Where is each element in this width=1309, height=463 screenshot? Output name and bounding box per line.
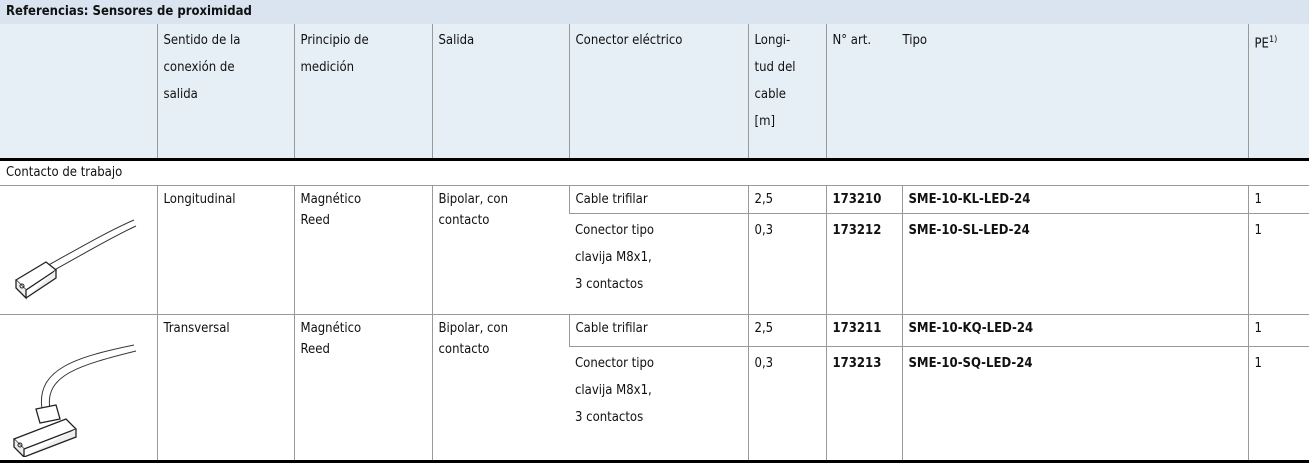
footnote-mark: 1) xyxy=(1268,35,1278,45)
cell: 2,5 xyxy=(747,314,826,347)
header-cell: Sentido de la conexión de salida xyxy=(156,24,294,161)
header-cell: PE1) xyxy=(1247,24,1309,161)
row: Transversal Magnético Reed Bipolar, con … xyxy=(0,314,1309,463)
cell: SME-10-SL-LED-24 xyxy=(901,213,1248,315)
cell: Magnético Reed xyxy=(293,314,432,463)
cell: SME-10-KQ-LED-24 xyxy=(901,314,1248,347)
image-cell xyxy=(0,314,157,463)
section-label: Contacto de trabajo xyxy=(0,159,1309,186)
sensor-image xyxy=(14,219,137,300)
table-title: Referencias: Sensores de proximidad xyxy=(0,0,1309,24)
sensor-image xyxy=(12,344,137,457)
header-cell: Longi- tud del cable [m] xyxy=(747,24,826,161)
cell: Cable trifilar xyxy=(568,314,748,347)
section-row: Contacto de trabajo xyxy=(0,159,1309,186)
cell: Conector tipo clavija M8x1, 3 contactos xyxy=(569,213,748,315)
cell: Transversal xyxy=(156,314,294,463)
cell: Cable trifilar xyxy=(568,185,748,214)
header-text: Tipo xyxy=(902,33,928,48)
header-cell xyxy=(0,24,157,161)
cell: Longitudinal xyxy=(156,185,294,315)
title-row: Referencias: Sensores de proximidad xyxy=(0,0,1309,24)
header-row: Sentido de la conexión de salida Princip… xyxy=(0,24,1309,161)
row: Conector tipo clavija M8x1, 3 contactos … xyxy=(0,346,1309,463)
image-cell xyxy=(0,185,157,315)
cell: SME-10-KL-LED-24 xyxy=(901,185,1248,214)
cell: Magnético Reed xyxy=(293,185,432,315)
cell: 1 xyxy=(1247,346,1309,463)
cell: 173210 xyxy=(825,185,902,214)
cell: 2,5 xyxy=(747,185,826,214)
cell: 1 xyxy=(1247,213,1309,315)
cell: 1 xyxy=(1247,314,1309,347)
header-cell: Conector eléctrico xyxy=(568,24,748,161)
cell: 173212 xyxy=(825,213,902,315)
cell: 173213 xyxy=(825,346,902,463)
header-cell: Salida xyxy=(431,24,569,161)
cell: SME-10-SQ-LED-24 xyxy=(901,346,1248,463)
row: Conector tipo clavija M8x1, 3 contactos … xyxy=(0,213,1309,315)
cell: 0,3 xyxy=(747,213,826,315)
header-text: N° art. xyxy=(832,33,872,48)
cell: Bipolar, con contacto xyxy=(431,314,569,463)
cell: 173211 xyxy=(825,314,902,347)
cell: Bipolar, con contacto xyxy=(431,185,569,315)
header-text: PE xyxy=(1254,36,1269,52)
cell: Conector tipo clavija M8x1, 3 contactos xyxy=(569,346,748,463)
row: Longitudinal Magnético Reed Bipolar, con… xyxy=(0,185,1309,315)
cell: 0,3 xyxy=(747,346,826,463)
cell: 1 xyxy=(1247,185,1309,214)
header-cell: N° art. Tipo xyxy=(825,24,1248,161)
header-cell: Principio de medición xyxy=(293,24,432,161)
